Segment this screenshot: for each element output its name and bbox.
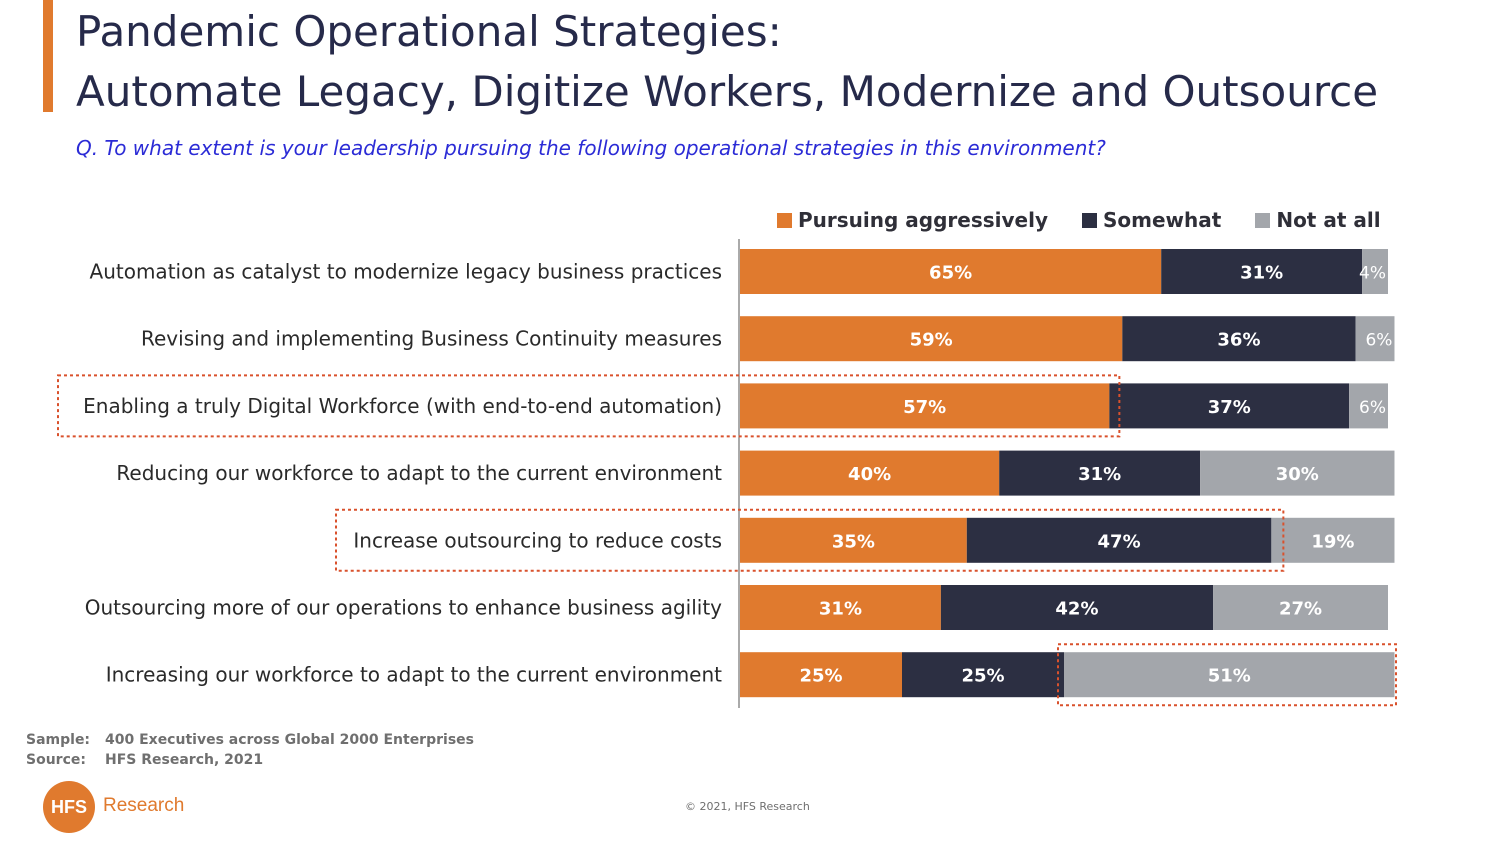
- highlight-box-workforce-not-at-all: [1057, 643, 1397, 707]
- copyright-text: © 2021, HFS Research: [685, 800, 810, 813]
- data-label: 30%: [1276, 464, 1319, 485]
- data-label: 31%: [819, 599, 862, 620]
- bar-segment: [1355, 316, 1395, 362]
- data-label: 51%: [1208, 666, 1251, 687]
- data-label: 19%: [1311, 531, 1354, 552]
- bar-segment: [1200, 450, 1395, 496]
- survey-question: Q. To what extent is your leadership pur…: [76, 136, 1106, 160]
- sample-label: Sample:: [26, 732, 91, 748]
- bar-segment: [1213, 585, 1388, 630]
- source-label: Source:: [26, 752, 86, 768]
- data-label: 25%: [961, 666, 1004, 687]
- legend-label-somewhat: Somewhat: [1103, 208, 1222, 232]
- data-label: 57%: [903, 397, 946, 418]
- category-label: Revising and implementing Business Conti…: [141, 327, 722, 351]
- bar-segment: [740, 450, 1000, 496]
- category-label: Outsourcing more of our operations to en…: [85, 596, 722, 620]
- category-label: Reducing our workforce to adapt to the c…: [116, 461, 722, 485]
- category-label: Increasing our workforce to adapt to the…: [106, 663, 722, 687]
- title-line-1: Pandemic Operational Strategies:: [76, 7, 782, 56]
- highlight-box-outsourcing-costs: [335, 508, 1285, 572]
- title-accent-bar: [43, 0, 53, 112]
- data-label: 6%: [1365, 331, 1392, 351]
- source-value: HFS Research, 2021: [105, 752, 264, 768]
- legend-label-not-at-all: Not at all: [1276, 208, 1381, 232]
- bar-segment: [999, 450, 1201, 496]
- category-label: Enabling a truly Digital Workforce (with…: [83, 394, 722, 418]
- data-label: 47%: [1098, 531, 1141, 552]
- data-label: 36%: [1217, 330, 1260, 351]
- bar-segment: [940, 585, 1214, 630]
- data-label: 40%: [848, 464, 891, 485]
- title-line-2: Automate Legacy, Digitize Workers, Moder…: [76, 67, 1379, 116]
- bar-segment: [1109, 383, 1350, 429]
- data-label: 27%: [1279, 599, 1322, 620]
- bar-segment: [1362, 249, 1388, 294]
- legend-item-somewhat: Somewhat: [1082, 208, 1221, 232]
- legend-label-pursuing: Pursuing aggressively: [798, 208, 1048, 232]
- chart-legend: Pursuing aggressively Somewhat Not at al…: [777, 206, 1381, 234]
- category-label: Automation as catalyst to modernize lega…: [90, 260, 722, 284]
- hfs-logo-word: Research: [103, 795, 185, 816]
- data-label: 31%: [1240, 263, 1283, 284]
- category-label: Increase outsourcing to reduce costs: [353, 528, 722, 552]
- highlight-box-digital-workforce: [57, 374, 1121, 438]
- data-label: 6%: [1359, 398, 1386, 418]
- bar-segment: [1161, 249, 1363, 294]
- bar-segment: [1271, 517, 1395, 563]
- bar-segment: [740, 249, 1162, 294]
- data-label: 25%: [799, 666, 842, 687]
- page-title: Pandemic Operational Strategies: Automat…: [76, 2, 1378, 122]
- bar-segment: [1122, 316, 1356, 362]
- legend-swatch-not-at-all: [1255, 212, 1271, 228]
- bar-segment: [740, 585, 941, 630]
- data-label: 42%: [1055, 599, 1098, 620]
- bar-segment: [966, 517, 1272, 563]
- data-label: 37%: [1208, 397, 1251, 418]
- data-label: 4%: [1359, 264, 1386, 284]
- data-label: 65%: [929, 263, 972, 284]
- bar-segment: [740, 383, 1110, 429]
- bar-segment: [1064, 652, 1395, 698]
- sample-value: 400 Executives across Global 2000 Enterp…: [105, 732, 474, 748]
- data-label: 35%: [832, 531, 875, 552]
- hfs-logo-mark: HFS: [43, 781, 95, 833]
- bar-segment: [1349, 383, 1388, 429]
- legend-swatch-somewhat: [1082, 212, 1097, 228]
- data-label: 59%: [910, 330, 953, 351]
- bar-segment: [740, 316, 1123, 362]
- legend-item-pursuing: Pursuing aggressively: [777, 208, 1048, 232]
- bar-segment: [902, 652, 1064, 698]
- data-label: 31%: [1078, 464, 1121, 485]
- legend-swatch-pursuing: [777, 212, 792, 228]
- legend-item-not-at-all: Not at all: [1255, 208, 1381, 232]
- bar-segment: [740, 652, 902, 698]
- bar-segment: [740, 517, 967, 563]
